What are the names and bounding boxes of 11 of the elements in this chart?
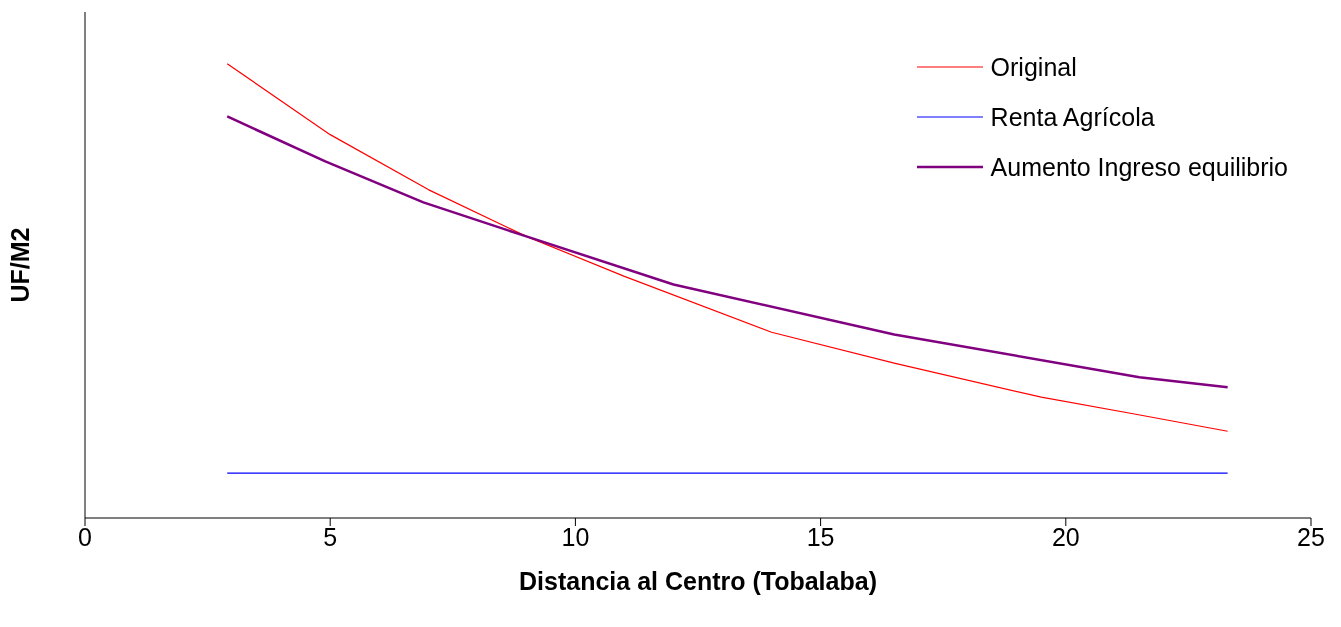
x-tick-label: 20 bbox=[1051, 522, 1080, 551]
x-tick-label: 5 bbox=[323, 522, 338, 551]
x-tick-label: 25 bbox=[1297, 522, 1325, 551]
x-tick-label: 10 bbox=[561, 522, 590, 551]
y-axis-title: UF/M2 bbox=[5, 227, 34, 303]
x-tick-label: 15 bbox=[806, 522, 835, 551]
legend-label: Original bbox=[990, 52, 1077, 82]
legend-label: Renta Agrícola bbox=[990, 102, 1155, 132]
x-axis-title: Distancia al Centro (Tobalaba) bbox=[519, 567, 877, 595]
x-tick-label: 0 bbox=[78, 522, 92, 551]
legend-label: Aumento Ingreso equilibrio bbox=[990, 152, 1288, 182]
